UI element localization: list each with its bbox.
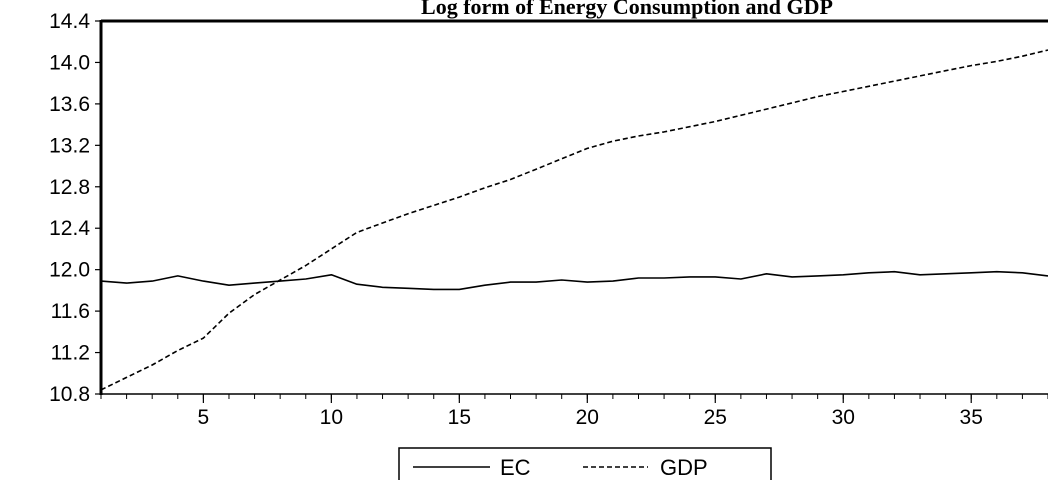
chart-axes [99, 19, 1048, 395]
series-layer [100, 49, 1048, 391]
legend-label-gdp: GDP [660, 455, 708, 480]
y-tick-label: 14.4 [49, 10, 90, 33]
y-tick-label: 12.0 [49, 259, 90, 282]
series-line-gdp [100, 49, 1048, 391]
legend-box [398, 447, 772, 480]
x-tick-label: 30 [832, 406, 855, 429]
x-tick-label: 25 [704, 406, 727, 429]
y-tick-label: 14.0 [49, 51, 90, 74]
chart-legend: EC GDP [398, 447, 772, 480]
y-tick-label: 13.2 [49, 134, 90, 157]
y-tick-label: 10.8 [49, 383, 90, 406]
chart-title: Log form of Energy Consumption and GDP [421, 0, 833, 19]
x-tick-label: 5 [198, 406, 210, 429]
x-tick-label: 15 [448, 406, 471, 429]
x-axis-ticks: 5 10 15 20 25 30 35 [100, 394, 1048, 429]
y-tick-label: 12.8 [49, 176, 90, 199]
y-axis-ticks: 10.8 11.2 11.6 12.0 12.4 12.8 13.2 13.6 14.0 14.4 [49, 10, 101, 406]
x-tick-label: 10 [320, 406, 343, 429]
y-tick-label: 12.4 [49, 217, 90, 240]
y-tick-label: 11.6 [51, 300, 90, 323]
y-tick-label: 11.2 [51, 342, 90, 365]
x-tick-label: 20 [576, 406, 599, 429]
y-tick-label: 13.6 [49, 93, 90, 116]
x-tick-label: 35 [960, 406, 983, 429]
legend-label-ec: EC [500, 455, 531, 480]
series-line-ec [100, 270, 1048, 291]
chart-title-text: Log form of Energy Consumption and GDP [421, 0, 833, 19]
